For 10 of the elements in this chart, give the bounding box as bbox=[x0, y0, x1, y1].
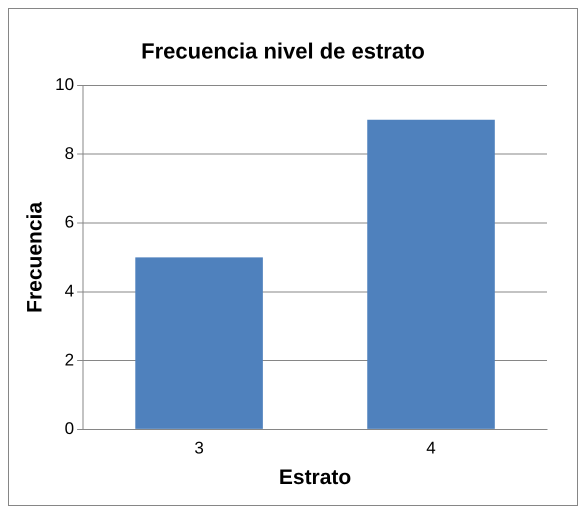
x-tick-label: 3 bbox=[194, 438, 204, 458]
y-tick-label: 4 bbox=[64, 281, 74, 300]
y-tick-label: 10 bbox=[55, 75, 74, 94]
y-tick-label: 2 bbox=[64, 350, 74, 370]
y-tick-label: 6 bbox=[64, 212, 74, 232]
y-tick-label: 8 bbox=[64, 144, 74, 163]
y-tick-label: 0 bbox=[64, 419, 74, 438]
x-axis-title: Estrato bbox=[278, 466, 352, 490]
chart-title: Frecuencia nivel de estrato bbox=[141, 38, 425, 64]
y-axis-title: Frecuencia bbox=[23, 202, 46, 313]
